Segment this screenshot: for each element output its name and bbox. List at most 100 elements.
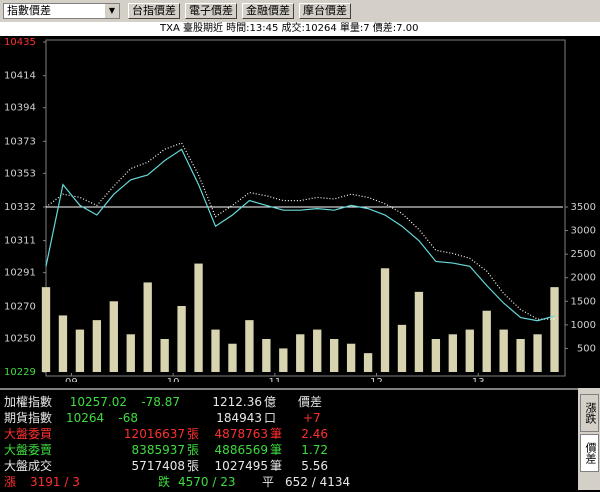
dropdown-text: 指數價差: [7, 4, 51, 17]
volume-bar: [550, 287, 559, 372]
volume-bar: [245, 320, 254, 372]
cell: 價差: [298, 395, 323, 409]
volume-bar: [194, 263, 203, 372]
cell: 漲: [4, 475, 17, 489]
x-tick-label: 09: [65, 377, 78, 382]
cell: 口: [264, 411, 277, 425]
x-tick-label: 12: [370, 377, 383, 382]
cell: 張: [187, 443, 200, 457]
side-tabs: 漲跌 價差: [578, 388, 600, 490]
button[interactable]: 摩台價差: [299, 3, 351, 19]
volume-bar: [499, 329, 508, 372]
cell: 加權指數: [4, 395, 53, 409]
toolbar: 指數價差 ▼ 台指價差 電子價差 金融價差 摩台價差: [0, 0, 600, 22]
cell: 億: [264, 395, 277, 409]
price-line: [45, 148, 555, 322]
y-tick-label: 10291: [4, 268, 36, 279]
cell: -78.87: [141, 395, 180, 409]
y2-tick-label: 2000: [571, 273, 596, 284]
cell: 1212.36: [212, 395, 262, 409]
y-tick-label: 10311: [4, 236, 36, 247]
volume-bar: [177, 306, 186, 372]
cell: 4886569: [214, 443, 268, 457]
cell: 張: [187, 427, 200, 441]
volume-bar: [41, 287, 51, 372]
cell: 8385937: [131, 443, 185, 457]
y-tick-label: 10229: [4, 367, 36, 378]
volume-bar: [75, 329, 85, 372]
dropdown-arrow[interactable]: ▼: [105, 4, 119, 18]
y-tick-label: 10414: [4, 71, 36, 82]
cell: 4878763: [214, 427, 268, 441]
volume-bar: [296, 334, 305, 372]
y2-tick-label: 1500: [571, 296, 596, 307]
cell: 5717408: [131, 459, 185, 473]
button[interactable]: 台指價差: [128, 3, 180, 19]
y2-tick-label: 3500: [571, 202, 596, 213]
volume-bar: [448, 334, 457, 372]
volume-bar: [279, 348, 288, 372]
y-tick-label: 10270: [4, 301, 36, 312]
y-tick-label: 10332: [4, 202, 36, 213]
cell: 10264: [66, 411, 105, 425]
cell: 1.72: [301, 443, 328, 457]
volume-bar: [346, 343, 356, 372]
volume-bar: [380, 268, 390, 372]
volume-bar: [160, 339, 169, 372]
volume-bar: [516, 339, 525, 372]
volume-bar: [533, 334, 542, 372]
volume-bar: [363, 353, 373, 372]
y2-tick-label: 2500: [571, 249, 596, 260]
volume-bar: [329, 339, 339, 372]
y2-tick-label: 1000: [571, 320, 596, 331]
cell: 筆: [270, 443, 283, 457]
volume-bar: [414, 291, 424, 372]
cell: 10257.02: [69, 395, 127, 409]
cell: 跌: [158, 475, 171, 489]
plot-frame: [45, 39, 566, 377]
volume-bar: [397, 324, 407, 372]
cell: -68: [118, 411, 138, 425]
cell: 1027495: [214, 459, 268, 473]
volume-bar: [109, 301, 118, 372]
cell: 大盤委賣: [4, 443, 53, 457]
volume-bar: [313, 329, 322, 372]
cell: 張: [187, 459, 200, 473]
cell: 12016637: [123, 427, 185, 441]
y-tick-label: 10435: [4, 37, 36, 48]
volume-bar: [143, 282, 152, 372]
cell: 大盤成交: [4, 459, 53, 473]
y-tick-label: 10353: [4, 168, 36, 179]
volume-bar: [58, 315, 68, 372]
x-tick-label: 13: [472, 377, 485, 382]
volume-bar: [92, 320, 102, 372]
y2-tick-label: 500: [577, 343, 596, 354]
cell: +7: [303, 411, 321, 425]
cell: 平: [262, 475, 275, 489]
cell: 2.46: [301, 427, 328, 441]
cell: 184943: [216, 411, 262, 425]
cell: 筆: [270, 459, 283, 473]
button[interactable]: 電子價差: [185, 3, 237, 19]
x-tick-label: 10: [167, 377, 180, 382]
cell: 652 / 4134: [285, 475, 351, 489]
button[interactable]: 金融價差: [242, 3, 294, 19]
y-tick-label: 10373: [4, 136, 36, 147]
volume-bar: [482, 310, 491, 372]
y2-tick-label: 3000: [571, 226, 596, 237]
cell: 5.56: [301, 459, 328, 473]
tab[interactable]: 價差: [580, 434, 599, 472]
volume-bar: [228, 343, 237, 372]
y-tick-label: 10250: [4, 333, 36, 344]
tab[interactable]: 漲跌: [580, 394, 599, 432]
chart: 10229 10250 10270 10291 10311 10332 10353 10373…: [4, 37, 596, 382]
cell: 3191 / 3: [30, 475, 80, 489]
y-tick-label: 10394: [4, 103, 36, 114]
volume-bar: [211, 329, 220, 372]
cell: 期貨指數: [4, 411, 53, 425]
dropdown[interactable]: 指數價差 ▼: [3, 3, 120, 19]
volume-bar: [431, 339, 441, 372]
volume-bar: [465, 329, 474, 372]
volume-bar: [126, 334, 135, 372]
